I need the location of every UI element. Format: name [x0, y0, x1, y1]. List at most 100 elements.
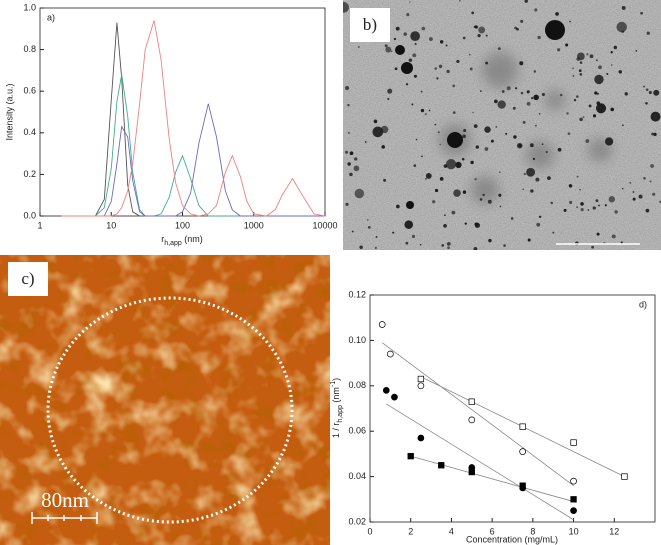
particle [462, 190, 467, 194]
y-tick-label: 0.06 [348, 426, 366, 436]
particle [569, 200, 573, 205]
fit-line [381, 342, 574, 487]
label-box [8, 262, 48, 296]
point [468, 468, 475, 476]
x-tick-label: 6 [490, 526, 495, 536]
particle [557, 147, 562, 152]
point [519, 423, 526, 430]
particle [536, 222, 541, 227]
y-label-sup: -1 [330, 381, 337, 387]
y-tick-label: 0.04 [348, 471, 366, 481]
particle [575, 95, 579, 98]
particle [413, 74, 417, 78]
particle [573, 98, 577, 102]
point [387, 350, 394, 358]
particle [493, 99, 498, 104]
particle [446, 69, 450, 74]
point [378, 321, 386, 328]
x-tick-label: 8 [530, 526, 535, 536]
x-axis-label: Concentration (mg/mL) [466, 534, 558, 544]
particle [349, 172, 353, 177]
particle [563, 208, 567, 212]
particle-cluster [395, 45, 405, 55]
particle [594, 74, 604, 85]
particle [354, 157, 358, 161]
particle [506, 86, 511, 91]
particle [366, 219, 369, 221]
particle [538, 215, 542, 219]
plot-frame [369, 294, 656, 523]
particle [439, 40, 444, 44]
particle [579, 61, 583, 64]
x-tick-label: 1000 [244, 220, 264, 230]
particle [446, 241, 451, 246]
y-tick-label: 0.08 [348, 380, 366, 390]
tem-particles [343, 0, 661, 250]
particle [473, 247, 478, 250]
particle [343, 2, 349, 13]
particle [474, 178, 477, 181]
particle [375, 235, 378, 238]
y-tick-label: 1.0 [23, 2, 36, 12]
particle [606, 72, 609, 75]
particle [522, 120, 526, 124]
point [570, 477, 577, 485]
particle [635, 49, 638, 52]
particle [538, 112, 541, 115]
particle [632, 197, 636, 201]
particle [345, 150, 349, 154]
particle [479, 198, 483, 201]
particle [640, 11, 643, 15]
particle [484, 147, 489, 151]
particle [579, 117, 583, 122]
particle [373, 119, 378, 124]
particle [643, 85, 645, 88]
particle [403, 32, 407, 36]
particle [645, 102, 648, 105]
point [417, 434, 425, 442]
particle [595, 199, 599, 203]
particle [649, 180, 652, 183]
particle [621, 30, 625, 33]
particle [455, 161, 462, 169]
particle [404, 220, 414, 229]
particle [437, 131, 440, 134]
particle [621, 187, 624, 190]
particle [351, 230, 354, 233]
plot-frame [39, 7, 326, 217]
x-tick-label: 12 [609, 526, 619, 536]
point [391, 393, 398, 401]
particle [646, 31, 650, 35]
particle [572, 67, 574, 70]
particle [434, 188, 439, 193]
particle [530, 189, 534, 193]
particle [550, 201, 553, 205]
particle [485, 61, 489, 65]
particle [622, 124, 624, 127]
particle [596, 92, 599, 95]
particle [643, 176, 646, 180]
particle [477, 33, 481, 38]
particle [384, 44, 388, 48]
particle [405, 83, 409, 86]
particle [579, 73, 583, 76]
particle [594, 91, 598, 95]
particle [514, 87, 518, 90]
point [468, 398, 475, 405]
particle [432, 200, 436, 204]
y-tick-label: 0.12 [348, 289, 366, 299]
point [519, 448, 527, 455]
particle [445, 44, 448, 47]
particle [499, 205, 502, 208]
particle [488, 238, 492, 243]
particle [390, 50, 393, 53]
particle [592, 114, 597, 118]
particle [510, 217, 514, 220]
particle [385, 46, 392, 53]
particle [445, 158, 457, 170]
point [417, 382, 425, 390]
particle [527, 238, 531, 242]
particle [604, 204, 607, 207]
particle [523, 172, 526, 176]
particle [349, 151, 354, 156]
